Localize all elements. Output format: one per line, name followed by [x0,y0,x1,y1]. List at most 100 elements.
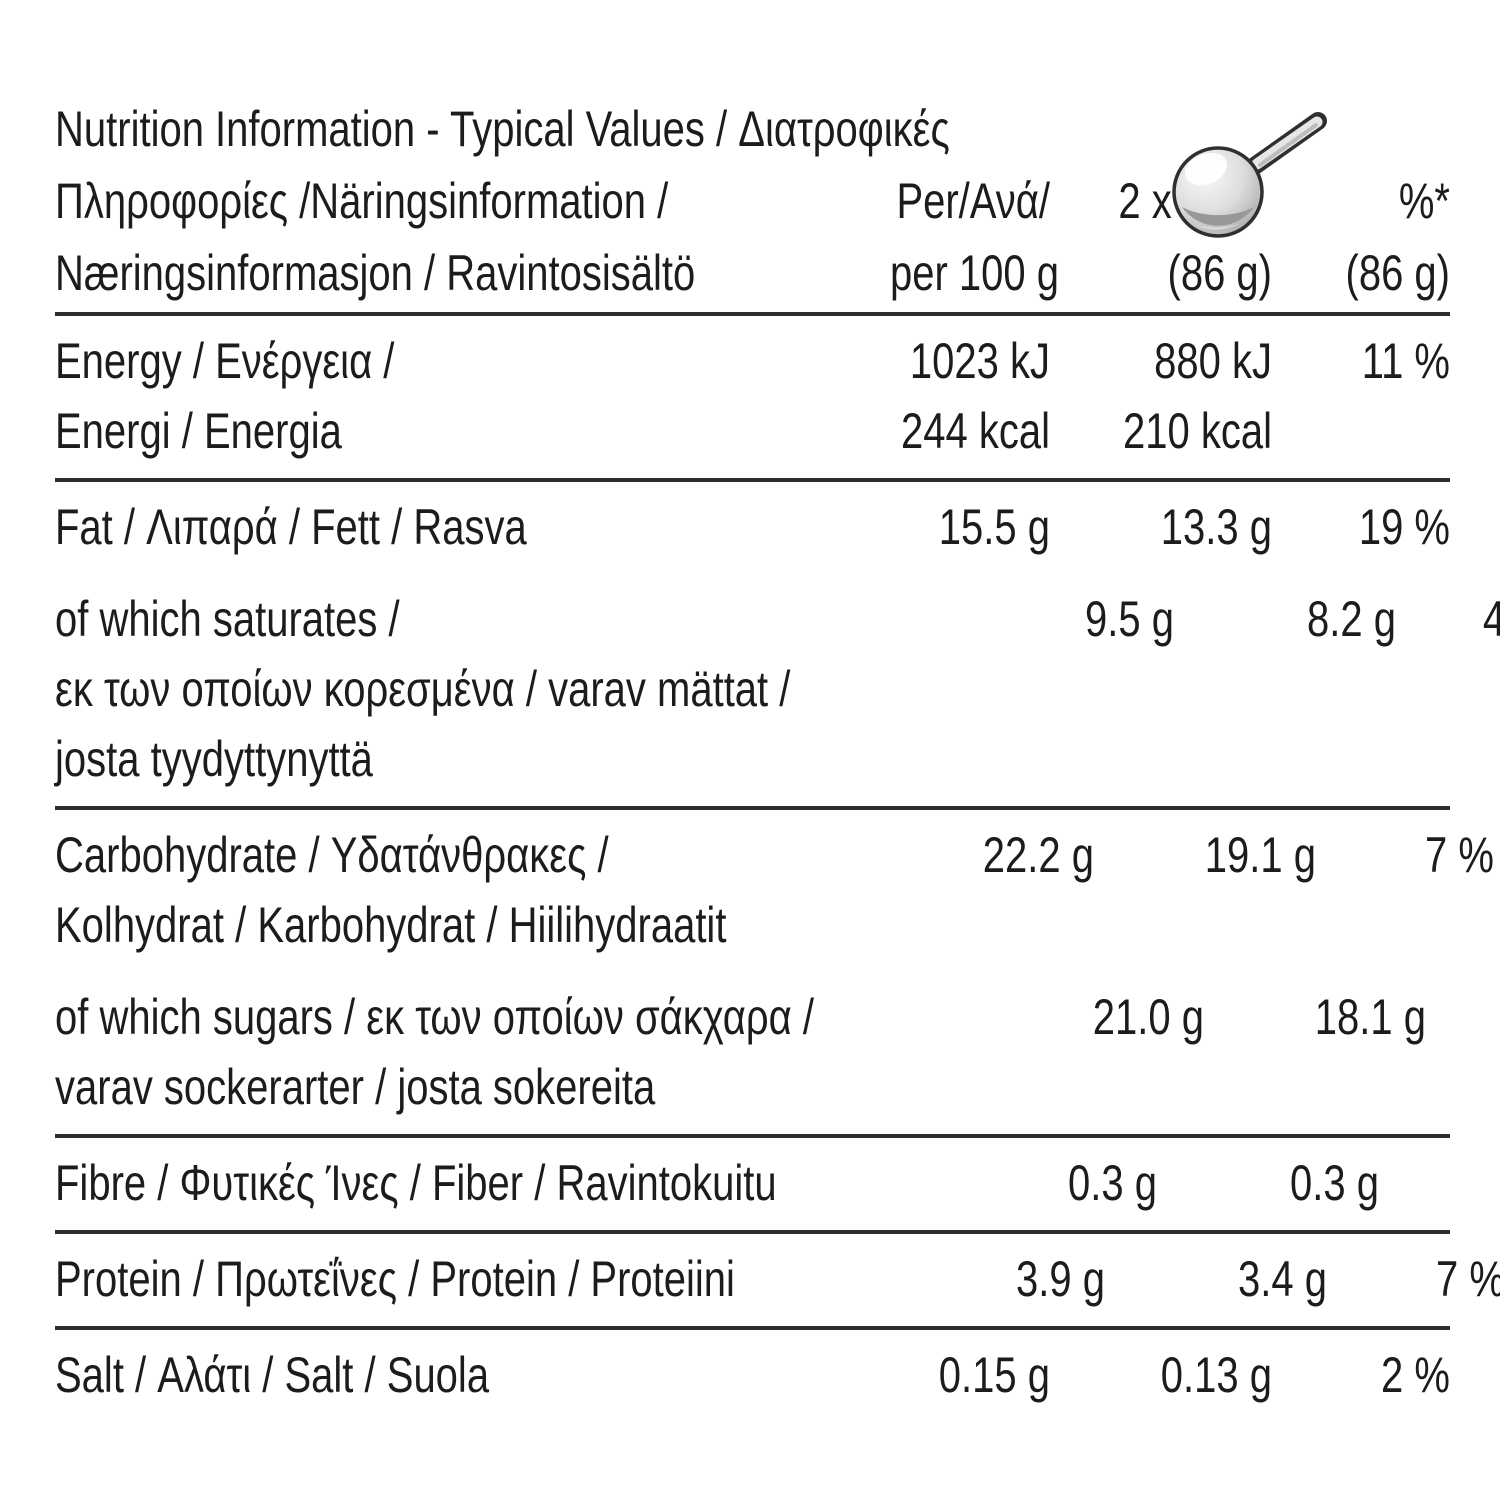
value-reference-intake: 41 % [1396,584,1500,794]
nutrient-name-line: εκ των οποίων κορεσμένα / varav mättat / [55,661,791,717]
value-line: 2 % [1381,1347,1450,1403]
row-salt: Salt / Αλάτι / Salt / Suola 0.15 g 0.13 … [55,1330,1450,1422]
value-reference-intake: 19 % [1272,492,1450,562]
ice-cream-scoop-icon [1172,112,1327,238]
row-divider [55,478,1450,482]
value-per-100g: 0.15 g [850,1340,1050,1410]
value-reference-intake: 11 % [1272,326,1450,466]
value-line: 15.5 g [938,499,1050,555]
serving-header-line-1: 2 x [1050,112,1327,238]
nutrient-name-line: Fat / Λιπαρά / Fett / Rasva [55,499,527,555]
page-title: Nutrition Information - Typical Values /… [55,93,1450,309]
value-line: 9.5 g [1085,591,1175,647]
value-reference-intake: - [1379,1148,1500,1218]
serving-multiplier: 2 x [1118,173,1172,229]
nutrient-name: Salt / Αλάτι / Salt / Suola [55,1340,850,1410]
column-headers: Per/Ανά/ per 100 g 2 x [55,112,1451,309]
value-per-100g: 3.9 g [905,1244,1105,1314]
value-line: 0.3 g [1067,1155,1157,1211]
value-reference-intake: 7 % [1316,820,1494,960]
row-protein: Protein / Πρωτεΐνες / Protein / Proteiin… [55,1234,1500,1326]
value-line: 0.13 g [1160,1347,1272,1403]
value-line: 244 kcal [901,403,1050,459]
nutrient-name-line: Salt / Αλάτι / Salt / Suola [55,1347,490,1403]
serving-weight-label: (86 g) [1167,245,1273,301]
nutrient-name: of which saturates / εκ των οποίων κορεσ… [55,584,974,794]
column-header-spacer [55,165,850,309]
nutrient-name-line: of which sugars / εκ των οποίων σάκχαρα … [55,989,814,1045]
value-line: 41 % [1432,584,1500,654]
value-line: 7 % [1425,827,1495,883]
nutrient-name-line: varav sockerarter / josta sokereita [55,1059,656,1115]
value-per-100g: 0.3 g [957,1148,1157,1218]
nutrient-name: Energy / Ενέργεια / Energi / Energia [55,326,850,466]
title-line-2: Πληροφορίες /Näringsinformation / [55,173,669,229]
row-fat: Fat / Λιπαρά / Fett / Rasva 15.5 g 13.3 … [55,482,1450,574]
ri-label-line-1: %* [1398,173,1450,229]
nutrient-name-line: Energy / Ενέργεια / [55,333,395,389]
value-line: 21.0 g [1092,989,1204,1045]
value-per-100g: 22.2 g [894,820,1094,960]
nutrient-name: Fat / Λιπαρά / Fett / Rasva [55,492,850,562]
value-line: 13.3 g [1160,499,1272,555]
value-per-serving: 0.13 g [1050,1340,1272,1410]
table-header: Nutrition Information - Typical Values /… [55,93,1450,312]
value-reference-intake: 7 % [1327,1244,1500,1314]
value-line: 0.15 g [938,1347,1050,1403]
value-line: 210 kcal [1123,403,1272,459]
value-line: 1023 kJ [909,333,1050,389]
column-header-per-serving: 2 x [1050,112,1327,309]
value-per-100g: 21.0 g [1004,982,1204,1122]
title-line-1: Nutrition Information - Typical Values /… [55,101,950,157]
value-line: - [1415,1148,1500,1218]
nutrient-name-line: Energi / Energia [55,403,342,459]
column-header-per-100g: Per/Ανά/ per 100 g [850,165,1060,309]
nutrient-name-line: josta tyydyttynyttä [55,731,373,787]
value-per-serving: 8.2 g [1174,584,1396,794]
value-per-serving: 13.3 g [1050,492,1272,562]
value-per-serving: 19.1 g [1094,820,1316,960]
row-sugars: of which sugars / εκ των οποίων σάκχαρα … [55,972,1450,1134]
nutrient-name-line: Carbohydrate / Υδατάνθρακες / [55,827,609,883]
value-per-100g: 15.5 g [850,492,1050,562]
row-carbohydrate: Carbohydrate / Υδατάνθρακες / Kolhydrat … [55,810,1494,972]
value-per-100g: 9.5 g [974,584,1174,794]
value-line: 8.2 g [1307,591,1397,647]
value-reference-intake: 20 % [1426,982,1500,1122]
per-100g-label-line-1: Per/Ανά/ [896,173,1050,229]
row-divider [55,1326,1450,1330]
nutrient-name-line: of which saturates / [55,591,400,647]
column-header-reference-intake: %* (86 g) [1272,165,1451,309]
title-line-3: Næringsinformasjon / Ravintosisältö [55,245,696,301]
nutrient-name-line: Fibre / Φυτικές Ίνες / Fiber / Ravintoku… [55,1155,777,1211]
value-line: 20 % [1461,982,1500,1052]
nutrient-name-line: Protein / Πρωτεΐνες / Protein / Proteiin… [55,1251,735,1307]
value-reference-intake: 2 % [1272,1340,1450,1410]
value-line: 18.1 g [1314,989,1426,1045]
row-divider [55,1134,1450,1138]
value-line: 7 % [1436,1251,1500,1307]
value-line: 0.3 g [1289,1155,1379,1211]
value-per-serving: 0.3 g [1157,1148,1379,1218]
value-line: 19.1 g [1205,827,1317,883]
row-fibre: Fibre / Φυτικές Ίνες / Fiber / Ravintoku… [55,1138,1450,1230]
per-100g-label-line-2: per 100 g [890,245,1060,301]
value-line: 11 % [1361,333,1450,389]
value-line: 19 % [1358,499,1450,555]
header-divider [55,312,1450,316]
ri-label-line-2: (86 g) [1345,245,1451,301]
row-energy: Energy / Ενέργεια / Energi / Energia 102… [55,316,1450,478]
row-divider [55,806,1450,810]
value-line: 22.2 g [983,827,1095,883]
nutrient-name-line: Kolhydrat / Karbohydrat / Hiilihydraatit [55,897,727,953]
value-line: 880 kJ [1154,333,1272,389]
value-line: 3.9 g [1015,1251,1105,1307]
value-per-serving: 880 kJ 210 kcal [1050,326,1272,466]
nutrient-name: of which sugars / εκ των οποίων σάκχαρα … [55,982,1004,1122]
value-per-serving: 18.1 g [1204,982,1426,1122]
nutrient-name: Protein / Πρωτεΐνες / Protein / Proteiin… [55,1244,905,1314]
value-per-100g: 1023 kJ 244 kcal [850,326,1050,466]
nutrient-name: Carbohydrate / Υδατάνθρακες / Kolhydrat … [55,820,894,960]
value-line: 3.4 g [1237,1251,1327,1307]
